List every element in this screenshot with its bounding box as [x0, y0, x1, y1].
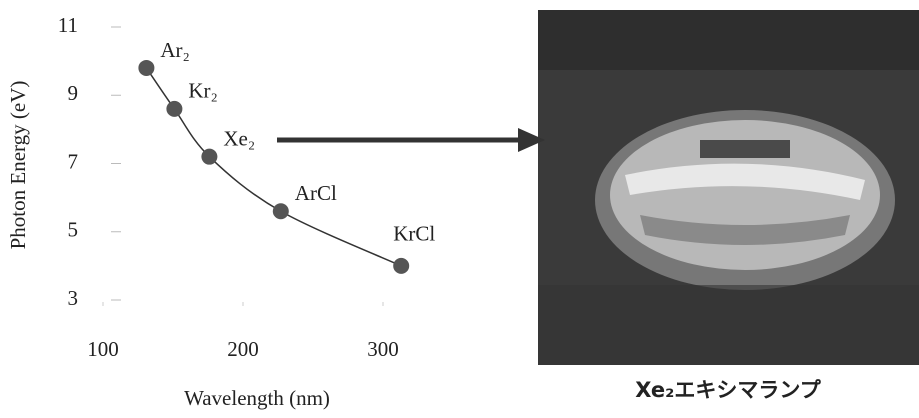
- photo: [538, 10, 919, 365]
- point: [138, 60, 154, 76]
- point-label: Kr₂: [188, 79, 217, 103]
- point: [166, 101, 182, 117]
- y-tick-label: 9: [68, 81, 79, 105]
- y-tick-label: 11: [58, 13, 78, 37]
- curve: [146, 68, 401, 266]
- arrow: [277, 128, 545, 152]
- x-tick-label: 300: [367, 337, 399, 361]
- point-label: Xe₂: [223, 126, 255, 150]
- x-axis-label: Wavelength (nm): [184, 386, 330, 410]
- x-tick-label: 200: [227, 337, 259, 361]
- point-label: ArCl: [295, 181, 337, 205]
- point-label: Ar₂: [160, 38, 189, 62]
- photo-caption: Xe₂エキシマランプ: [635, 378, 821, 402]
- point: [273, 203, 289, 219]
- x-tick-label: 100: [87, 337, 119, 361]
- y-tick-label: 3: [68, 286, 79, 310]
- point-label: KrCl: [393, 222, 435, 246]
- figure: Photon Energy (eV) Wavelength (nm) Xe₂エキ…: [0, 0, 919, 413]
- y-axis-label: Photon Energy (eV): [6, 81, 30, 250]
- point: [201, 149, 217, 165]
- y-tick-label: 7: [68, 149, 79, 173]
- point: [393, 258, 409, 274]
- y-tick-label: 5: [68, 218, 79, 242]
